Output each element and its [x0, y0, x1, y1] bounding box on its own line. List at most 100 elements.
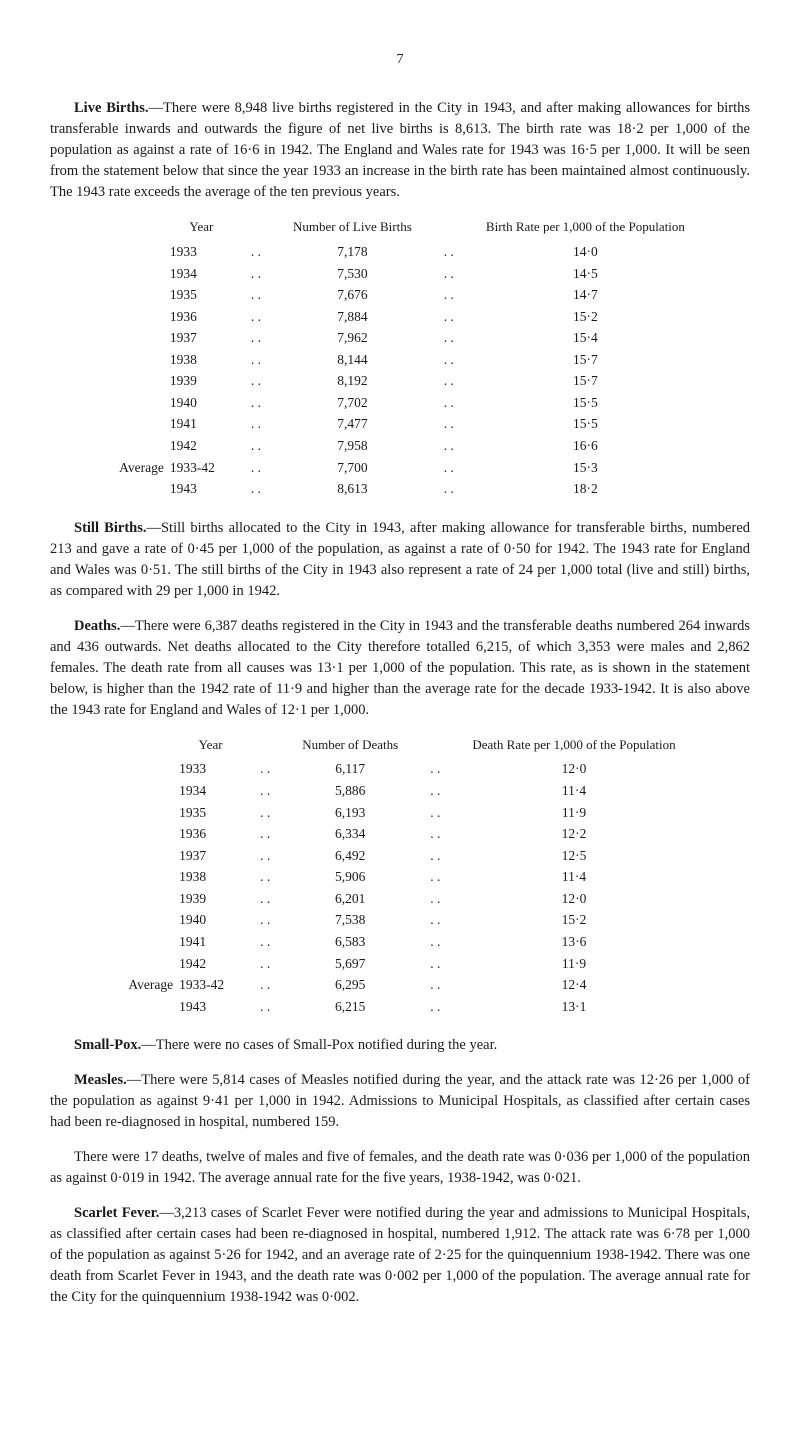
row-label [101, 327, 170, 349]
dots: . . [426, 457, 472, 479]
table-row: 1933. .6,117. .12·0 [110, 758, 689, 780]
cell-rate: 11·9 [458, 953, 689, 975]
cell-year: 1942 [170, 435, 233, 457]
col-count: Number of Live Births [279, 217, 426, 241]
row-label [110, 758, 179, 780]
table-row: 1943. .8,613. .18·2 [101, 478, 699, 500]
row-label [101, 413, 170, 435]
births-data-table: Year Number of Live Births Birth Rate pe… [101, 217, 699, 499]
row-label [101, 435, 170, 457]
cell-year: 1933-42 [179, 974, 242, 996]
para-still-births: Still Births.—Still births allocated to … [50, 518, 750, 602]
cell-year: 1937 [179, 845, 242, 867]
dots: . . [242, 931, 288, 953]
para-live-births: Live Births.—There were 8,948 live birth… [50, 98, 750, 203]
cell-count: 8,144 [279, 349, 426, 371]
row-label [110, 845, 179, 867]
cell-rate: 14·5 [472, 263, 699, 285]
cell-count: 8,613 [279, 478, 426, 500]
text-live-births: —There were 8,948 live births registered… [50, 100, 750, 200]
dots: . . [242, 996, 288, 1018]
cell-year: 1942 [179, 953, 242, 975]
cell-year: 1935 [170, 284, 233, 306]
lead-deaths: Deaths. [74, 618, 120, 634]
dots: . . [242, 888, 288, 910]
deaths-table: Year Number of Deaths Death Rate per 1,0… [50, 735, 750, 1017]
table-row: 1942. .7,958. .16·6 [101, 435, 699, 457]
para-scarlet-fever: Scarlet Fever.—3,213 cases of Scarlet Fe… [50, 1203, 750, 1308]
row-label [101, 478, 170, 500]
cell-year: 1940 [179, 909, 242, 931]
dots: . . [426, 241, 472, 263]
col-count: Number of Deaths [288, 735, 412, 759]
dots: . . [412, 845, 458, 867]
cell-count: 6,215 [288, 996, 412, 1018]
cell-year: 1941 [170, 413, 233, 435]
row-label [110, 888, 179, 910]
row-label [110, 823, 179, 845]
table-row: Average1933-42. .6,295. .12·4 [110, 974, 689, 996]
row-label [101, 284, 170, 306]
dots: . . [426, 413, 472, 435]
dots: . . [242, 780, 288, 802]
cell-rate: 12·5 [458, 845, 689, 867]
table-row: 1939. .6,201. .12·0 [110, 888, 689, 910]
dots: . . [242, 953, 288, 975]
cell-year: 1938 [170, 349, 233, 371]
text-measles-2: There were 17 deaths, twelve of males an… [50, 1149, 750, 1186]
row-label [101, 241, 170, 263]
cell-count: 7,884 [279, 306, 426, 328]
table-header-row: Year Number of Deaths Death Rate per 1,0… [110, 735, 689, 759]
row-label [101, 263, 170, 285]
cell-year: 1934 [170, 263, 233, 285]
table-header-row: Year Number of Live Births Birth Rate pe… [101, 217, 699, 241]
table-row: 1933. .7,178. .14·0 [101, 241, 699, 263]
cell-year: 1934 [179, 780, 242, 802]
dots: . . [233, 413, 279, 435]
lead-live-births: Live Births. [74, 100, 149, 116]
dots: . . [242, 866, 288, 888]
table-row: 1935. .6,193. .11·9 [110, 802, 689, 824]
cell-count: 5,906 [288, 866, 412, 888]
cell-rate: 11·4 [458, 866, 689, 888]
para-deaths: Deaths.—There were 6,387 deaths register… [50, 616, 750, 721]
cell-rate: 12·2 [458, 823, 689, 845]
col-year: Year [170, 217, 233, 241]
table-row: 1934. .7,530. .14·5 [101, 263, 699, 285]
text-smallpox: —There were no cases of Small-Pox notifi… [141, 1037, 497, 1053]
cell-rate: 15·5 [472, 392, 699, 414]
cell-year: 1943 [179, 996, 242, 1018]
dots: . . [242, 758, 288, 780]
cell-count: 7,676 [279, 284, 426, 306]
dots: . . [426, 349, 472, 371]
cell-rate: 15·7 [472, 349, 699, 371]
cell-count: 6,117 [288, 758, 412, 780]
page-number: 7 [50, 50, 750, 70]
dots: . . [242, 974, 288, 996]
dots: . . [426, 263, 472, 285]
dots: . . [426, 435, 472, 457]
lead-scarlet-fever: Scarlet Fever. [74, 1205, 159, 1221]
col-rate: Death Rate per 1,000 of the Population [458, 735, 689, 759]
dots: . . [233, 457, 279, 479]
table-row: 1938. .5,906. .11·4 [110, 866, 689, 888]
para-smallpox: Small-Pox.—There were no cases of Small-… [50, 1035, 750, 1056]
para-measles-2: There were 17 deaths, twelve of males an… [50, 1147, 750, 1189]
cell-year: 1941 [179, 931, 242, 953]
cell-year: 1938 [179, 866, 242, 888]
cell-count: 6,193 [288, 802, 412, 824]
dots: . . [233, 327, 279, 349]
row-label [101, 349, 170, 371]
cell-year: 1933-42 [170, 457, 233, 479]
cell-year: 1943 [170, 478, 233, 500]
cell-rate: 15·3 [472, 457, 699, 479]
cell-rate: 15·2 [458, 909, 689, 931]
lead-measles: Measles. [74, 1072, 127, 1088]
text-deaths: —There were 6,387 deaths registered in t… [50, 618, 750, 718]
table-row: 1940. .7,538. .15·2 [110, 909, 689, 931]
cell-count: 7,958 [279, 435, 426, 457]
cell-year: 1937 [170, 327, 233, 349]
cell-count: 7,700 [279, 457, 426, 479]
cell-year: 1936 [170, 306, 233, 328]
dots: . . [233, 370, 279, 392]
